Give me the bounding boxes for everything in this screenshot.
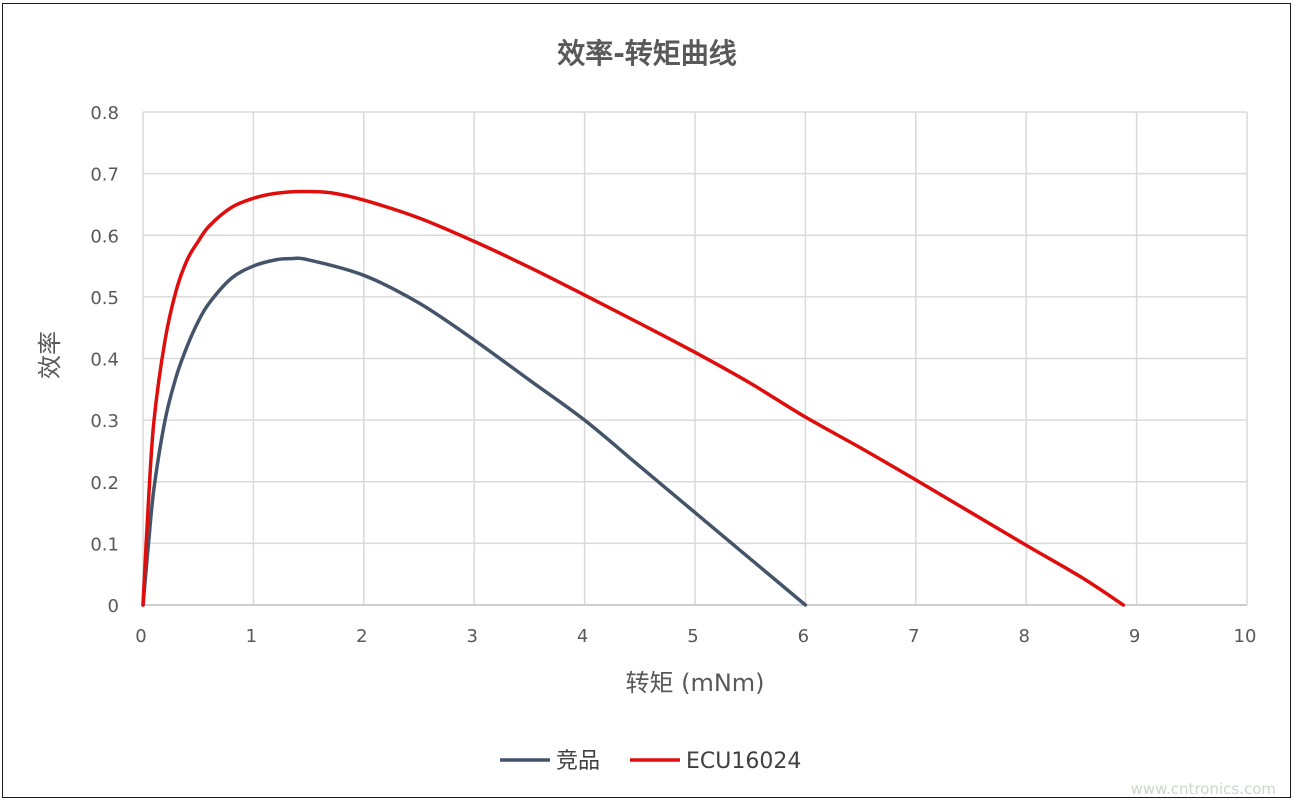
x-tick-labels: 0 1 2 3 4 5 6 7 8 9 10 — [135, 626, 1256, 647]
y-tick-label: 0 — [108, 596, 119, 617]
x-tick-label: 6 — [798, 626, 809, 647]
y-tick-label: 0.4 — [90, 350, 119, 371]
grid-lines — [142, 111, 1248, 606]
y-tick-labels: 0 0.1 0.2 0.3 0.4 0.5 0.6 0.7 0.8 — [90, 103, 119, 617]
series-lines — [141, 189, 1126, 607]
x-tick-label: 5 — [687, 626, 698, 647]
x-tick-label: 8 — [1018, 626, 1029, 647]
y-tick-label: 0.2 — [90, 473, 119, 494]
y-axis-title: 效率 — [36, 331, 64, 379]
series-line-1 — [141, 189, 1126, 607]
x-tick-label: 4 — [577, 626, 588, 647]
y-tick-label: 0.8 — [90, 103, 119, 124]
x-tick-label: 2 — [356, 626, 367, 647]
legend-label-0: 竞品 — [556, 749, 600, 774]
y-tick-label: 0.1 — [90, 534, 119, 555]
y-tick-label: 0.6 — [90, 226, 119, 247]
y-tick-label: 0.5 — [90, 288, 119, 309]
x-tick-label: 1 — [246, 626, 257, 647]
x-tick-label: 3 — [466, 626, 477, 647]
x-tick-label: 0 — [135, 626, 146, 647]
x-axis-title: 转矩 (mNm) — [625, 669, 764, 697]
y-tick-label: 0.3 — [90, 411, 119, 432]
chart-frame — [2, 3, 1291, 798]
legend-label-1: ECU16024 — [686, 749, 801, 774]
watermark-text: www.cntronics.com — [1131, 780, 1276, 798]
legend: 竞品 ECU16024 — [500, 749, 801, 774]
series-line-0 — [141, 256, 808, 607]
x-tick-label: 9 — [1129, 626, 1140, 647]
x-tick-label: 10 — [1234, 626, 1257, 647]
x-tick-label: 7 — [908, 626, 919, 647]
y-tick-label: 0.7 — [90, 165, 119, 186]
chart-title: 效率-转矩曲线 — [557, 37, 737, 70]
